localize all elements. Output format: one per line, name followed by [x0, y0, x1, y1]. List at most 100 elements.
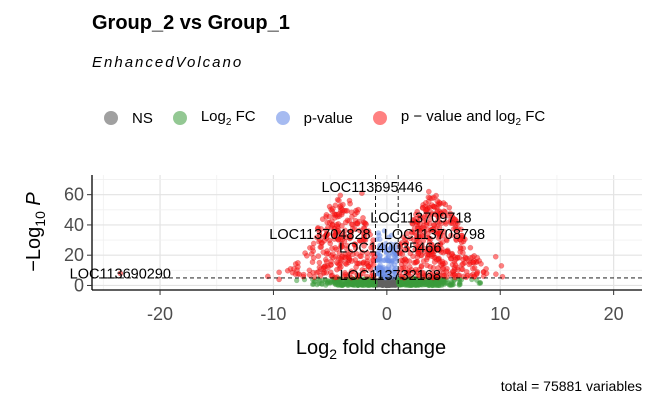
data-point	[402, 260, 408, 267]
data-point	[483, 266, 489, 272]
data-point	[441, 213, 448, 219]
data-point	[434, 198, 440, 204]
x-tick-label: -20	[147, 304, 173, 324]
data-point	[393, 259, 399, 265]
data-point	[449, 268, 456, 275]
data-point	[427, 271, 433, 277]
data-point	[390, 251, 396, 257]
data-point	[336, 282, 342, 288]
data-point	[368, 244, 374, 251]
data-point	[376, 245, 382, 251]
gene-label: LOC113732168	[340, 268, 441, 284]
data-point	[392, 269, 398, 275]
data-point	[332, 215, 338, 221]
x-tick-label: 20	[604, 304, 624, 324]
data-point	[352, 226, 358, 232]
cutoff-lines	[92, 175, 642, 290]
data-point	[319, 216, 326, 222]
data-point	[385, 255, 391, 261]
svg-text:−Log10 P: −Log10 P	[23, 192, 48, 272]
data-point	[467, 244, 474, 251]
data-point	[414, 258, 421, 265]
data-point	[417, 221, 423, 227]
data-point	[430, 226, 436, 232]
legend-key-pvalue	[275, 111, 290, 125]
data-point	[397, 251, 403, 257]
data-point	[399, 274, 405, 281]
data-point	[389, 258, 395, 264]
legend-item-pvalue-and-log2fc: p − value and log2 FC	[372, 108, 546, 128]
data-point	[332, 232, 338, 239]
data-point	[376, 232, 382, 238]
data-point	[448, 255, 454, 262]
data-point	[419, 242, 425, 248]
data-point	[443, 248, 449, 255]
data-point	[322, 278, 328, 284]
data-point	[435, 280, 441, 286]
data-point	[349, 258, 355, 264]
data-point	[352, 245, 359, 251]
data-point	[416, 266, 423, 273]
data-point	[404, 246, 411, 253]
data-point	[498, 263, 505, 269]
caption: total = 75881 variables	[500, 378, 642, 394]
y-axis-title: −Log10 P	[23, 192, 48, 272]
data-point	[276, 269, 282, 276]
data-point	[420, 205, 426, 211]
data-point	[458, 226, 464, 233]
data-point	[409, 220, 416, 226]
data-point	[389, 232, 395, 238]
data-point	[351, 269, 358, 275]
data-point	[359, 281, 365, 287]
data-point	[420, 258, 427, 264]
data-point	[429, 202, 435, 208]
gene-label: LOC113690290	[70, 266, 171, 282]
data-point	[427, 216, 434, 222]
data-point	[386, 281, 392, 287]
data-point	[370, 262, 377, 268]
data-point	[335, 236, 342, 243]
data-point	[318, 244, 325, 250]
data-point	[453, 236, 459, 242]
data-point	[416, 238, 422, 245]
data-point	[317, 273, 324, 279]
y-tick-label: 20	[64, 245, 84, 265]
legend-item-log2fc: Log2 FC	[172, 108, 256, 128]
data-point	[337, 192, 344, 199]
data-point	[358, 237, 365, 244]
data-point	[499, 273, 506, 280]
data-point	[327, 278, 333, 284]
data-point	[431, 254, 437, 261]
data-point	[425, 212, 431, 218]
data-point	[415, 250, 421, 257]
data-point	[452, 262, 459, 268]
legend-item-pvalue: p-value	[275, 110, 353, 127]
data-point	[412, 281, 418, 287]
data-point	[431, 194, 437, 201]
legend-key-ns	[104, 111, 118, 125]
data-point	[460, 261, 466, 267]
data-point	[365, 263, 372, 270]
data-point	[375, 271, 381, 277]
data-point	[306, 272, 313, 278]
gene-label: LOC113695446	[321, 180, 422, 196]
data-point	[414, 226, 421, 232]
data-point	[440, 200, 447, 206]
data-point	[381, 228, 387, 234]
legend-label-pvalue-and-log2fc: p − value and log2 FC	[400, 108, 546, 128]
data-point	[446, 204, 453, 211]
data-point	[375, 257, 381, 263]
chart-subtitle: EnhancedVolcano	[92, 54, 244, 71]
grid-lines	[92, 175, 642, 290]
data-point	[359, 190, 365, 196]
data-point	[463, 274, 469, 281]
data-point	[439, 258, 446, 265]
data-point	[462, 255, 468, 261]
data-point	[392, 241, 398, 247]
data-point	[448, 232, 454, 239]
data-point	[339, 244, 345, 250]
data-point	[320, 249, 327, 255]
data-point	[355, 206, 361, 213]
data-point	[328, 258, 334, 265]
